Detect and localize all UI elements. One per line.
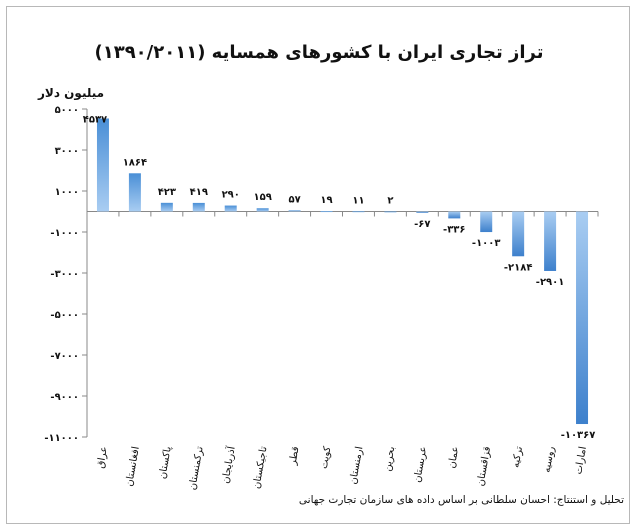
data-label: ۴۵۳۷ (83, 114, 107, 125)
bar (160, 202, 173, 212)
bar (192, 202, 205, 212)
bar (416, 211, 429, 213)
bar (544, 211, 557, 271)
data-label: ۱۱ (352, 195, 364, 206)
y-tick-label: -۱۰۰۰ (50, 228, 79, 239)
source-note: تحلیل و استنتاج: احسان سلطانی بر اساس دا… (298, 494, 624, 506)
category-label: پاکستان (157, 445, 174, 480)
y-tick-label: ۱۰۰۰ (55, 187, 79, 198)
data-label: ۵۷ (288, 194, 300, 205)
data-label: -۶۷ (414, 219, 430, 230)
data-label: -۱۰۳۶۷ (561, 430, 596, 441)
y-tick-label: -۵۰۰۰ (50, 310, 79, 321)
data-label: ۲ (387, 195, 393, 206)
data-label: ۴۱۹ (190, 187, 208, 198)
data-label: -۱۰۰۳ (472, 238, 501, 249)
y-tick-label: ۵۰۰۰ (55, 105, 79, 116)
bar (480, 211, 493, 233)
chart-frame (6, 6, 630, 524)
data-label: -۳۳۶ (443, 224, 465, 235)
y-tick-label: -۱۱۰۰۰ (44, 433, 79, 444)
bar (512, 211, 525, 257)
category-label: تاجیکستان (251, 445, 269, 489)
bar (96, 118, 109, 212)
y-axis-unit-label: میلیون دلار (38, 86, 105, 100)
category-label: افغانستان (124, 446, 142, 488)
bar (448, 211, 461, 219)
data-label: ۴۲۳ (158, 187, 176, 198)
data-label: ۱۸۶۴ (123, 157, 147, 168)
category-label: قزاقستان (475, 445, 493, 487)
bar (224, 205, 237, 212)
data-label: ۱۵۹ (254, 192, 272, 203)
data-label: ۱۹ (320, 195, 332, 206)
category-label: ترکمنستان (187, 445, 206, 491)
category-label: امارات (573, 446, 589, 476)
category-label: عمان (447, 446, 462, 470)
bar (576, 211, 589, 425)
bar (288, 210, 301, 212)
bar (320, 211, 333, 213)
category-label: ترکیه (511, 445, 526, 468)
y-tick-label: -۷۰۰۰ (50, 351, 79, 362)
category-label: قطر (287, 445, 301, 466)
category-label: ارمنستان (348, 446, 365, 486)
data-label: -۲۹۰۱ (536, 277, 565, 288)
category-label: روسیه (542, 445, 557, 473)
bar (128, 173, 141, 212)
bar (384, 211, 397, 213)
category-label: عربستان (412, 446, 429, 484)
category-label: آذربایجان (218, 444, 238, 484)
category-label: بحرین (382, 446, 397, 473)
y-tick-label: -۳۰۰۰ (50, 269, 79, 280)
y-tick-label: ۳۰۰۰ (55, 146, 79, 157)
category-label: عراق (95, 446, 110, 470)
category-label: کویت (319, 445, 334, 469)
bar (352, 211, 365, 213)
chart-title: تراز تجاری ایران با کشورهای همسایه (۱۳۹۰… (94, 42, 544, 63)
data-label: ۲۹۰ (222, 190, 240, 201)
data-label: -۲۱۸۴ (504, 262, 533, 273)
y-tick-label: -۹۰۰۰ (50, 392, 79, 403)
bar (256, 208, 269, 212)
